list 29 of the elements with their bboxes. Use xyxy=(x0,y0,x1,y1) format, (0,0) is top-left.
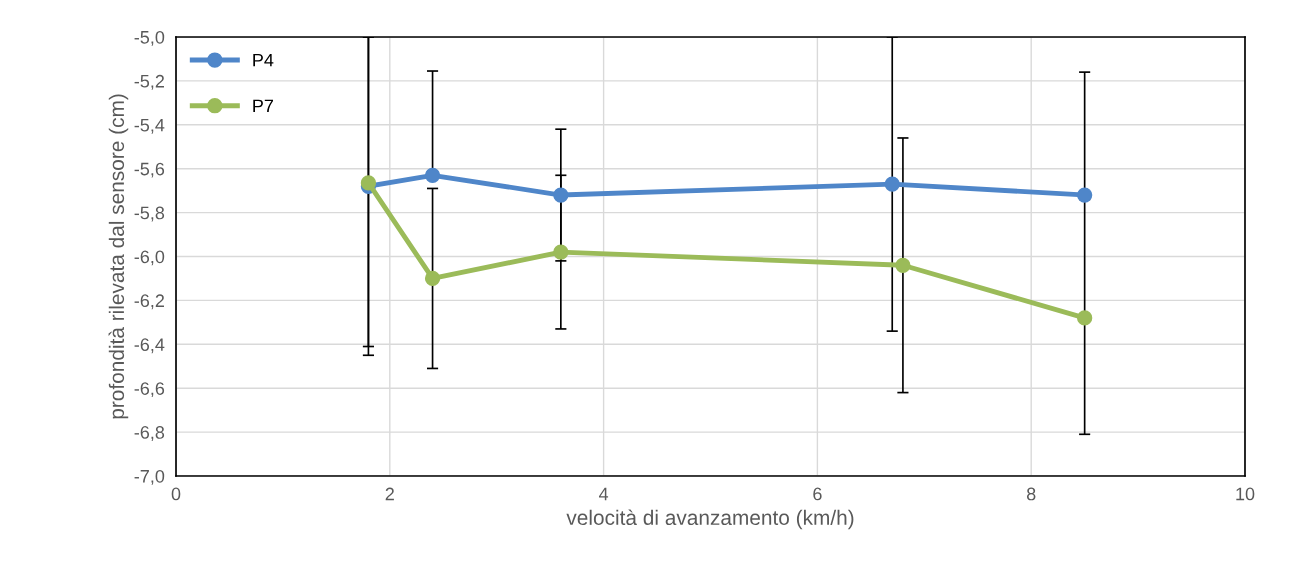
y-tick-label: -6,4 xyxy=(134,338,165,354)
y-tick-label: -5,0 xyxy=(134,30,165,46)
point xyxy=(424,167,441,183)
y-tick-label: -6,6 xyxy=(134,382,165,398)
y-axis-title: profondità rilevata dal sensore (cm) xyxy=(108,94,129,419)
point xyxy=(895,257,911,273)
legend-label: P4 xyxy=(253,53,274,67)
point xyxy=(553,244,569,260)
x-tick-label: 10 xyxy=(1236,487,1255,501)
y-tick-label: -5,8 xyxy=(134,206,165,222)
y-tick-label: -7,0 xyxy=(134,469,165,485)
y-tick-label: -5,4 xyxy=(134,118,165,134)
y-tick-label: -6,0 xyxy=(134,250,165,266)
y-tick-label: -6,8 xyxy=(134,426,165,441)
y-tick-label: -5,6 xyxy=(134,162,165,178)
x-tick-label: 2 xyxy=(385,487,394,501)
x-tick-label: 8 xyxy=(1026,487,1036,501)
x-tick-label: 4 xyxy=(598,487,609,501)
point xyxy=(884,176,900,192)
x-axis-title: velocità di avanzamento (km/h) xyxy=(566,509,854,530)
legend-label: P7 xyxy=(253,99,274,113)
point xyxy=(1077,310,1093,326)
point xyxy=(553,187,569,203)
y-tick-label: -5,2 xyxy=(134,74,164,90)
x-tick-label: 6 xyxy=(813,487,822,501)
y-tick-label: -6,2 xyxy=(134,294,164,310)
point xyxy=(1077,187,1093,203)
point xyxy=(424,270,441,287)
x-tick-label: 0 xyxy=(171,487,181,501)
